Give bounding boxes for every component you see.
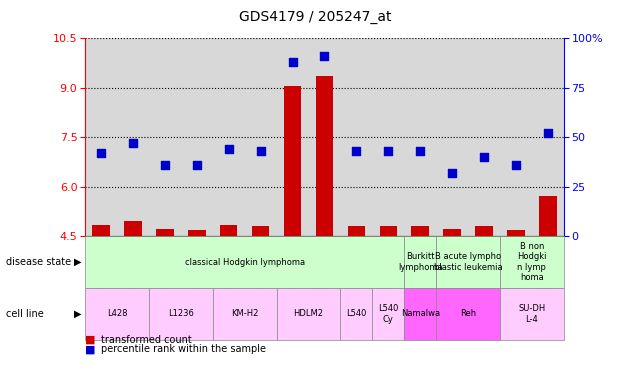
Bar	[444, 229, 461, 236]
Point	[256, 148, 266, 154]
Bar	[156, 229, 174, 236]
Point	[319, 53, 329, 59]
Text: Namalwa: Namalwa	[401, 310, 440, 318]
Point	[192, 162, 202, 168]
Text: B acute lympho
blastic leukemia: B acute lympho blastic leukemia	[434, 252, 502, 272]
Text: KM-H2: KM-H2	[231, 310, 258, 318]
Text: SU-DH
L-4: SU-DH L-4	[518, 304, 546, 324]
Point	[447, 170, 457, 176]
Text: ▶: ▶	[74, 257, 82, 267]
Point	[415, 148, 425, 154]
Text: transformed count: transformed count	[101, 335, 192, 345]
Text: ■: ■	[85, 335, 96, 345]
Text: GDS4179 / 205247_at: GDS4179 / 205247_at	[239, 10, 391, 23]
Point	[511, 162, 521, 168]
Bar	[316, 76, 333, 236]
Bar	[507, 230, 525, 236]
Text: ▶: ▶	[74, 309, 82, 319]
Point	[479, 154, 489, 160]
Text: L540
Cy: L540 Cy	[378, 304, 399, 324]
Point	[543, 130, 553, 136]
Point	[224, 146, 234, 152]
Bar	[284, 86, 301, 236]
Text: percentile rank within the sample: percentile rank within the sample	[101, 344, 266, 354]
Text: Burkitt
lymphoma: Burkitt lymphoma	[398, 252, 442, 272]
Text: L540: L540	[346, 310, 367, 318]
Point	[160, 162, 170, 168]
Text: HDLM2: HDLM2	[294, 310, 323, 318]
Bar	[348, 226, 365, 236]
Point	[287, 59, 297, 65]
Bar	[124, 221, 142, 236]
Text: classical Hodgkin lymphoma: classical Hodgkin lymphoma	[185, 258, 305, 266]
Text: cell line: cell line	[6, 309, 44, 319]
Bar	[92, 225, 110, 236]
Point	[352, 148, 362, 154]
Text: ■: ■	[85, 344, 96, 354]
Point	[383, 148, 393, 154]
Text: Reh: Reh	[460, 310, 476, 318]
Text: disease state: disease state	[6, 257, 71, 267]
Text: B non
Hodgki
n lymp
homa: B non Hodgki n lymp homa	[517, 242, 547, 282]
Bar	[475, 226, 493, 236]
Bar	[539, 196, 557, 236]
Bar	[411, 226, 429, 236]
Bar	[188, 230, 205, 236]
Text: L428: L428	[106, 310, 127, 318]
Bar	[220, 225, 238, 236]
Text: L1236: L1236	[168, 310, 194, 318]
Point	[96, 150, 106, 156]
Bar	[379, 226, 397, 236]
Point	[128, 140, 138, 146]
Bar	[252, 226, 270, 236]
